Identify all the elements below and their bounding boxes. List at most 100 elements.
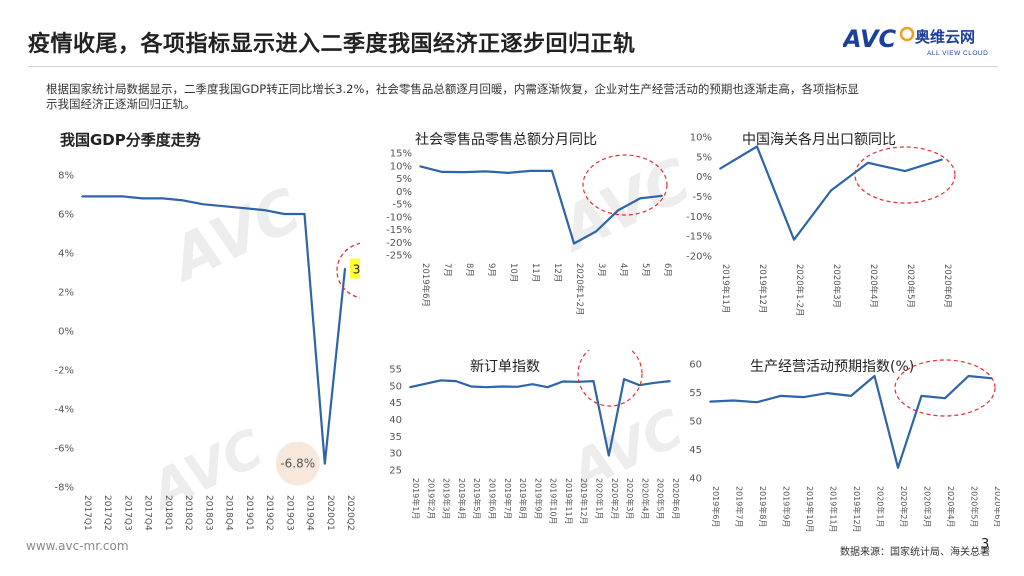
x-tick-label: 2019年11月 [829, 486, 839, 533]
y-tick-label: 25 [389, 466, 402, 477]
y-tick-label: 6% [58, 210, 74, 221]
x-tick-label: 2019年7月 [503, 478, 513, 519]
x-tick-label: 2018Q2 [183, 495, 193, 531]
data-point [441, 171, 443, 173]
y-tick-label: 10% [690, 133, 712, 144]
x-tick-label: 2017Q2 [102, 495, 112, 531]
data-point [455, 380, 457, 382]
x-tick-label: 2019Q1 [244, 495, 254, 531]
page-title: 疫情收尾，各项指标显示进入二季度我国经济正逐步回归正轨 [28, 32, 636, 57]
y-tick-label: 40 [389, 415, 402, 426]
x-tick-label: 2020年5月 [656, 478, 666, 519]
y-tick-label: -10% [686, 212, 712, 223]
data-point [617, 209, 619, 212]
y-tick-label: 50 [689, 417, 702, 428]
y-tick-label: -25% [386, 251, 412, 262]
data-point [592, 380, 595, 382]
logo-cn: 奥维云网 [915, 28, 975, 46]
x-tick-label: 5月 [640, 263, 650, 277]
data-point [669, 380, 671, 382]
x-tick-label: 11月 [530, 263, 540, 282]
x-tick-label: 2019年8月 [518, 478, 528, 519]
y-tick-label: 55 [389, 365, 402, 376]
y-tick-label: 35 [389, 432, 402, 443]
x-tick-label: 2020年1-2月 [794, 264, 805, 317]
x-tick-label: 2019年5月 [472, 478, 482, 519]
data-point [546, 386, 549, 388]
data-point [101, 195, 104, 198]
x-tick-label: 4月 [618, 263, 628, 277]
data-point [551, 170, 553, 172]
x-tick-label: 2020年2月 [610, 478, 620, 519]
x-tick-label: 2020年4月 [868, 264, 879, 308]
x-tick-label: 2019Q3 [284, 495, 294, 531]
data-point [470, 385, 472, 388]
data-point [867, 161, 869, 164]
x-tick-label: 2020年6月 [671, 478, 680, 519]
x-tick-label: 2020年3月 [923, 486, 933, 527]
data-point [439, 379, 442, 382]
data-point [623, 378, 625, 380]
y-tick-label: 0% [696, 172, 712, 183]
x-tick-label: 2019年6月 [711, 486, 721, 527]
y-tick-label: 4% [58, 249, 74, 260]
chart-title: 新订单指数 [470, 359, 540, 375]
y-tick-label: 5% [396, 174, 412, 185]
description-text: 根据国家统计局数据显示，二季度我国GDP转正同比增长3.2%，社会零售品总额逐月… [46, 82, 859, 111]
x-tick-label: 2019年6月 [487, 478, 497, 519]
logo-brand: AVC [843, 25, 897, 53]
series-line [82, 195, 347, 465]
x-tick-label: 2019年8月 [758, 486, 768, 527]
y-tick-label: -10% [386, 212, 412, 223]
data-point [756, 145, 758, 148]
data-point [409, 386, 411, 388]
x-tick-label: 2018Q4 [224, 495, 234, 531]
data-point [803, 396, 805, 398]
data-point [709, 400, 711, 403]
x-tick-label: 2019年11月 [720, 264, 731, 313]
y-tick-label: -15% [686, 232, 712, 243]
export-chart: 中国海关各月出口额同比 10% 5% 0% -5% -10% -15% -20% 2019年11… [686, 132, 956, 317]
x-tick-label: 9月 [486, 263, 496, 277]
x-tick-label: 2019年12月 [579, 478, 589, 525]
data-point [793, 238, 795, 241]
x-tick-label: 2019年10月 [805, 486, 815, 533]
logo-en: ALL VIEW CLOUD [927, 50, 988, 57]
highlight-circle [894, 359, 996, 417]
header-divider [28, 66, 998, 67]
x-tick-label: 2017Q3 [122, 495, 132, 531]
x-tick-label: 2019年7月 [735, 486, 745, 527]
y-tick-label: 55 [689, 388, 702, 399]
y-tick-label: -15% [386, 225, 412, 236]
data-point [639, 197, 641, 200]
data-point [826, 392, 829, 394]
data-point [661, 195, 663, 197]
x-tick-label: 2018Q1 [163, 495, 173, 531]
data-point [944, 397, 946, 399]
x-tick-label: 2019Q2 [264, 495, 274, 531]
x-tick-label: 2019年3月 [442, 478, 452, 519]
x-tick-label: 2018Q3 [203, 495, 213, 531]
x-tick-label: 2019年10月 [549, 478, 559, 525]
data-point [424, 383, 427, 385]
y-tick-label: 0% [58, 327, 74, 338]
y-tick-label: -20% [386, 238, 412, 249]
chart-title: 我国GDP分季度走势 [60, 131, 201, 149]
data-point [779, 395, 782, 397]
y-tick-label: 8% [58, 171, 74, 182]
chart-title: 中国海关各月出口额同比 [742, 132, 896, 148]
data-point [202, 203, 205, 206]
x-tick-label: 2019年9月 [782, 486, 792, 527]
x-tick-label: 2019年11月 [564, 478, 574, 525]
footer-source: 数据来源：国家统计局、海关总署 [840, 547, 990, 558]
data-point [850, 395, 852, 397]
x-tick-label: 6月 [662, 263, 672, 277]
page-number: 3 [981, 537, 990, 552]
x-tick-label: 2017Q4 [143, 495, 153, 531]
data-point [516, 386, 518, 388]
x-tick-label: 3月 [596, 263, 606, 277]
x-tick-label: 2020年3月 [625, 478, 635, 519]
y-tick-label: 50 [389, 381, 402, 392]
data-point [303, 213, 306, 215]
data-point [419, 165, 421, 168]
